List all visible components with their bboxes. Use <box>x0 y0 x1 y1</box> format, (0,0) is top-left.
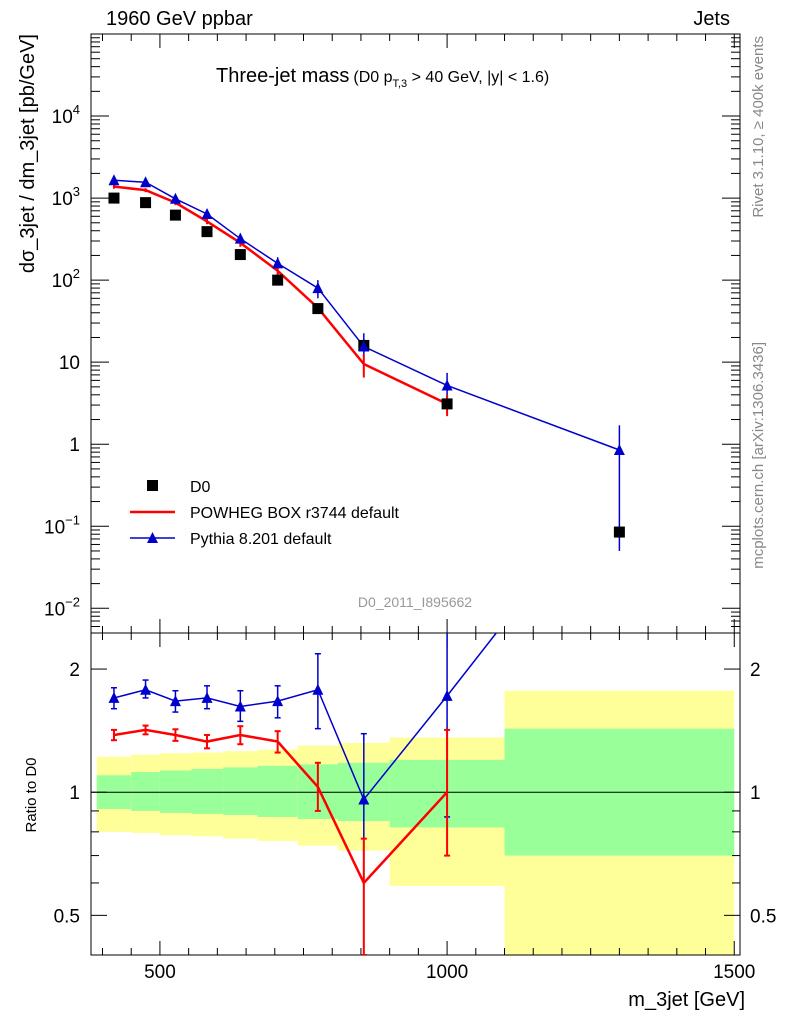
y-tick-label-6: 10−2 <box>44 594 80 620</box>
x-tick-label-2: 1500 <box>713 962 755 983</box>
ratio-pythia-point <box>312 683 324 695</box>
legend-d0-label: D0 <box>190 479 211 496</box>
mcplots-label: mcplots.cern.ch [arXiv:1306.3436] <box>750 342 767 569</box>
ratio-pythia-point <box>169 695 181 707</box>
d0-point <box>613 526 625 538</box>
data-marks <box>108 174 625 955</box>
d0-point <box>140 197 152 209</box>
inner-band-1 <box>131 772 160 811</box>
y-tick-label-0: 104 <box>52 102 80 128</box>
plot-frames <box>90 33 741 956</box>
ratio-y-tick-label-left-2: 2 <box>69 660 80 681</box>
pythia-point <box>140 176 152 188</box>
inner-band-5 <box>257 765 298 817</box>
powheg-line <box>113 185 448 406</box>
ratio-pythia-point <box>358 793 370 805</box>
ratio-y-tick-label-right-2: 2 <box>750 660 761 681</box>
y-tick-label-5: 10−1 <box>44 512 80 538</box>
pythia-line <box>113 179 620 451</box>
watermark: D0_2011_I895662 <box>358 594 472 610</box>
legend-d0-marker <box>147 480 158 491</box>
ratio-pythia-line <box>113 633 498 801</box>
ratio-pythia-point <box>272 695 284 707</box>
y-tick-label-1: 103 <box>52 184 80 210</box>
ratio-axis-ticks: 500 1000 1500 0.5 0.5 1 1 2 2 <box>54 633 776 983</box>
d0-point <box>234 249 246 261</box>
pythia-point <box>312 282 324 294</box>
uncertainty-bands <box>96 690 735 955</box>
y-tick-label-4: 1 <box>69 435 80 456</box>
inner-band-2 <box>159 770 192 813</box>
d0-point <box>108 192 120 204</box>
pythia-point <box>358 340 370 352</box>
collision-header: 1960 GeV ppbar <box>106 8 253 30</box>
rivet-label: Rivet 3.1.10, ≥ 400k events <box>750 36 767 218</box>
ratio-pythia-point <box>140 683 152 695</box>
ratio-y-tick-label-right-0: 0.5 <box>750 906 776 927</box>
main-y-axis-label: dσ_3jet / dm_3jet [pb/GeV] <box>17 34 39 273</box>
legend-powheg-label: POWHEG BOX r3744 default <box>190 505 400 522</box>
d0-point <box>169 209 181 221</box>
ratio-plot-frame <box>90 632 741 956</box>
pythia-point <box>201 207 213 219</box>
ratio-y-axis-label: Ratio to D0 <box>23 757 40 832</box>
legend-pythia-label: Pythia 8.201 default <box>190 531 332 548</box>
ratio-series <box>108 633 498 955</box>
main-title: Three-jet mass (D0 pT,3 > 40 GeV, |y| < 1… <box>216 65 549 90</box>
ratio-pythia-point <box>441 689 453 701</box>
ratio-y-tick-label-left-0: 0.5 <box>54 906 80 927</box>
ratio-pythia-point <box>201 691 213 703</box>
ratio-y-tick-label-right-1: 1 <box>750 783 761 804</box>
y-tick-label-2: 102 <box>52 266 80 292</box>
pythia-point <box>272 257 284 269</box>
pythia-point <box>441 379 453 391</box>
pythia-point <box>613 444 625 456</box>
d0-point <box>312 303 324 315</box>
x-tick-label-0: 500 <box>144 962 176 983</box>
legend-pythia-marker <box>147 532 158 543</box>
ratio-y-tick-label-left-1: 1 <box>69 783 80 804</box>
d0-point <box>272 274 284 286</box>
d0-point <box>201 226 213 238</box>
y-tick-label-3: 10 <box>59 353 80 374</box>
x-axis-label: m_3jet [GeV] <box>628 989 745 1011</box>
pythia-point <box>169 192 181 204</box>
ratio-pythia-point <box>234 700 246 712</box>
main-plot-frame <box>90 33 741 634</box>
pythia-point <box>234 232 246 244</box>
pythia-point <box>108 174 120 186</box>
legend: D0 POWHEG BOX r3744 default Pythia 8.201… <box>130 479 400 548</box>
ratio-pythia-point <box>108 691 120 703</box>
inner-band-3 <box>191 768 224 814</box>
x-tick-label-1: 1000 <box>426 962 468 983</box>
d0-point <box>441 398 453 410</box>
inner-band-4 <box>223 767 258 815</box>
process-label: Jets <box>693 8 730 30</box>
